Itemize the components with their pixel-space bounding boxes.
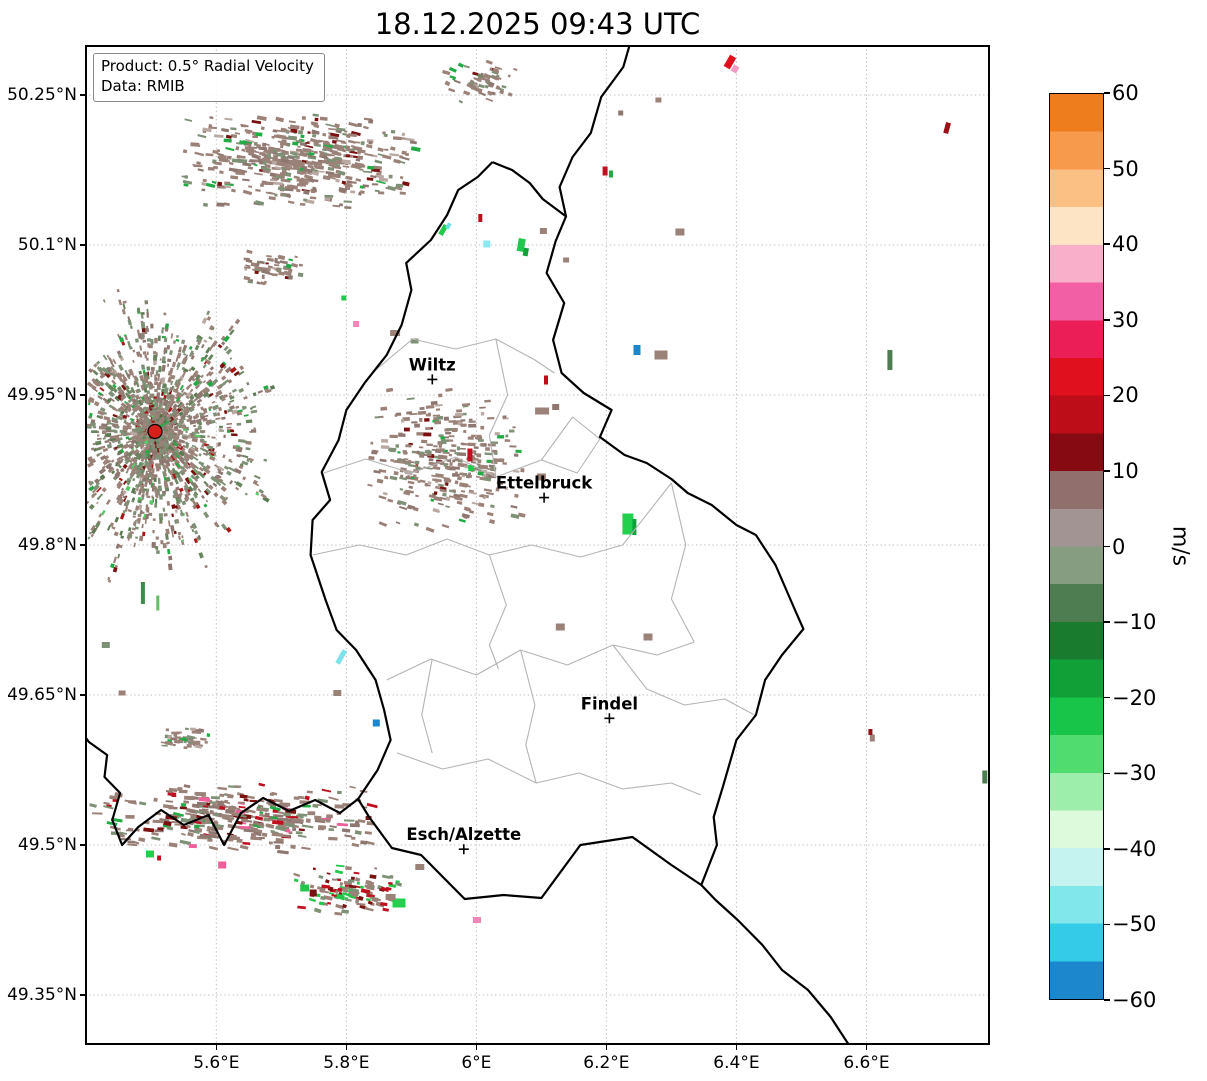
colorbar-tick-label: −20 [1112, 685, 1157, 710]
colorbar-tick-label: 10 [1112, 458, 1139, 483]
product-annotation-box: Product: 0.5° Radial Velocity Data: RMIB [93, 53, 325, 102]
colorbar-unit-label: m/s [1167, 525, 1193, 567]
svg-text:Findel: Findel [581, 694, 638, 713]
colorbar-tick-mark [1104, 243, 1110, 245]
x-tick-label: 6°E [461, 1053, 492, 1073]
radar-site-marker [147, 423, 163, 440]
colorbar-tick-label: −60 [1112, 988, 1157, 1012]
x-tick-mark [345, 1045, 348, 1050]
svg-text:Esch/Alzette: Esch/Alzette [406, 825, 521, 844]
y-tick-mark [80, 394, 85, 396]
colorbar-tick-mark [1104, 167, 1110, 170]
colorbar-tick-mark [1104, 696, 1110, 699]
plot-frame [85, 45, 990, 1045]
y-tick-mark [80, 244, 85, 246]
y-tick-mark [80, 694, 85, 696]
x-tick-mark [865, 1045, 868, 1050]
y-tick-label: 49.65°N [7, 685, 77, 705]
colorbar-tick-label: −50 [1112, 912, 1157, 937]
colorbar-tick-mark [1104, 394, 1110, 397]
y-tick-mark [80, 94, 85, 96]
x-tick-mark [215, 1045, 218, 1050]
y-tick-label: 50.1°N [17, 235, 77, 255]
y-tick-label: 49.35°N [7, 985, 77, 1005]
colorbar-tick-label: 50 [1112, 156, 1139, 181]
colorbar-tick-mark [1104, 621, 1110, 623]
svg-text:Wiltz: Wiltz [409, 355, 456, 374]
svg-text:Ettelbruck: Ettelbruck [496, 474, 593, 493]
colorbar-tick-label: −10 [1112, 610, 1157, 635]
y-tick-mark [80, 994, 85, 996]
plot-title: 18.12.2025 09:43 UTC [374, 7, 701, 41]
x-tick-label: 5.6°E [193, 1053, 240, 1073]
colorbar-gradient [1050, 94, 1103, 999]
district-borders [312, 338, 755, 796]
y-tick-label: 49.95°N [7, 385, 77, 405]
colorbar-tick-mark [1104, 772, 1110, 774]
city-markers: Wiltz Ettelbruck Findel Esch/Alzette [406, 355, 638, 855]
colorbar-tick-label: −40 [1112, 836, 1157, 861]
colorbar-tick-label: −30 [1112, 761, 1157, 786]
colorbar-tick-mark [1104, 999, 1110, 1001]
y-tick-label: 49.5°N [17, 835, 77, 855]
x-tick-label: 6.6°E [843, 1053, 890, 1073]
colorbar-tick-mark [1104, 848, 1110, 850]
map-plot-area: Wiltz Ettelbruck Findel Esch/Alzette Produc… [85, 45, 990, 1045]
colorbar-tick-mark [1104, 92, 1110, 94]
y-tick-mark [80, 844, 85, 846]
y-tick-label: 49.8°N [17, 535, 77, 555]
colorbar-tick-mark [1104, 470, 1110, 472]
map-canvas: Wiltz Ettelbruck Findel Esch/Alzette [85, 45, 990, 1045]
x-tick-mark [735, 1045, 738, 1050]
annotation-data-line: Data: RMIB [101, 76, 185, 95]
colorbar-tick-label: 30 [1112, 307, 1139, 332]
x-tick-label: 5.8°E [323, 1053, 370, 1073]
colorbar-tick-mark [1104, 545, 1110, 548]
y-tick-label: 50.25°N [7, 85, 77, 105]
colorbar-tick-mark [1104, 319, 1110, 321]
colorbar-tick-label: 60 [1112, 81, 1139, 105]
colorbar-tick-label: 20 [1112, 383, 1139, 408]
y-tick-mark [80, 544, 85, 546]
gridlines [85, 45, 990, 1045]
x-tick-mark [605, 1045, 608, 1050]
annotation-product-line: Product: 0.5° Radial Velocity [101, 57, 314, 75]
x-tick-label: 6.2°E [583, 1053, 630, 1073]
colorbar-tick-label: 0 [1112, 534, 1126, 559]
colorbar [1049, 93, 1104, 1000]
country-borders [85, 45, 851, 1045]
colorbar-tick-label: 40 [1112, 232, 1139, 257]
colorbar-tick-mark [1104, 923, 1110, 926]
x-tick-label: 6.4°E [713, 1053, 760, 1073]
x-tick-mark [475, 1045, 478, 1050]
